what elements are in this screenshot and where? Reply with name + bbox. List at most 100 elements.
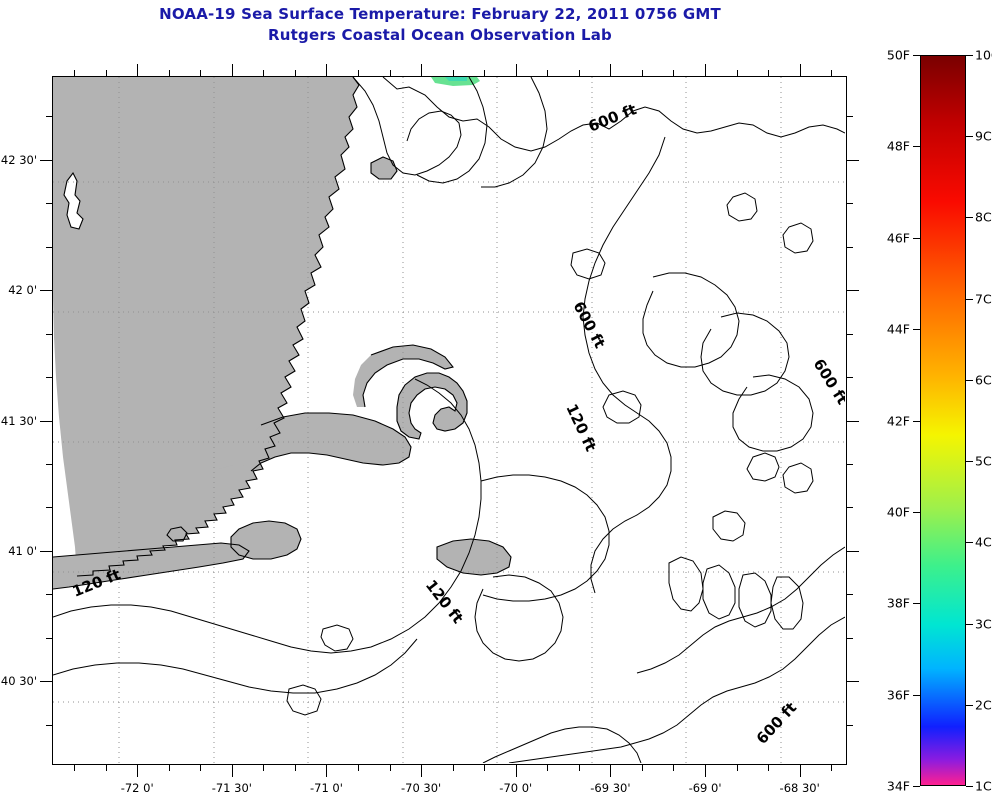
contour-120ft-sw (53, 638, 418, 694)
xaxis-top-tick (137, 64, 139, 76)
xaxis-top-tick (547, 70, 549, 76)
yaxis-right-tick (847, 681, 859, 683)
xaxis-top-tick (452, 70, 454, 76)
yaxis-right-tick (847, 159, 859, 161)
yaxis-minor-tick (46, 203, 52, 204)
xaxis-top-tick (515, 64, 517, 76)
land-block-island (167, 527, 187, 541)
colorbar-label-fahrenheit: 40F (886, 504, 910, 520)
xaxis-top-tick (326, 64, 328, 76)
xaxis-top-tick (673, 70, 675, 76)
contour-label-600ft-b: 600 ft (569, 298, 608, 351)
coast-lake (63, 171, 84, 230)
contour-600ft-southeast (508, 616, 845, 763)
coast-southeast-mass (250, 412, 412, 472)
coast-cape-cod (396, 372, 468, 440)
colorbar-tick (913, 55, 920, 56)
xaxis-top-tick (74, 70, 76, 76)
yaxis-right-tick (847, 724, 853, 726)
yaxis-minor-tick (46, 637, 52, 639)
colorbar-label-fahrenheit: 46F (886, 230, 910, 246)
xaxis-top-tick (736, 70, 738, 76)
contour-gb-small-3 (782, 462, 814, 494)
yaxis-minor-tick (46, 594, 52, 596)
coast-nantucket (436, 538, 512, 576)
colorbar-label-celsius: 6C (975, 372, 992, 388)
contour-ne-small-1 (570, 248, 606, 280)
colorbar-label-celsius: 4C (975, 534, 992, 550)
contour-nantucket-shoals (474, 574, 564, 662)
coast-mainland (76, 77, 360, 577)
xaxis-major-tick (231, 765, 233, 777)
xaxis-minor-tick (294, 765, 296, 771)
colorbar-gradient (921, 56, 965, 785)
contour-gom-inner-2 (481, 77, 548, 188)
contour-gb-small-1 (602, 390, 642, 424)
land-rhode-island-bits (217, 465, 247, 487)
sst-patch-north-2 (445, 77, 467, 81)
colorbar-label-celsius: 2C (975, 697, 992, 713)
xaxis-top-tick (578, 70, 580, 76)
land-cape-cod-arm (353, 345, 453, 407)
colorbar-tick (913, 420, 920, 422)
contour-label-600ft-c: 600 ft (810, 356, 845, 408)
yaxis-minor-tick (46, 116, 52, 118)
xaxis-top-tick (231, 64, 233, 76)
xaxis-major-tick (515, 765, 517, 777)
xaxis-minor-tick (358, 765, 359, 771)
colorbar-label-fahrenheit: 34F (886, 778, 910, 794)
land-southeast-mass (243, 413, 411, 471)
land-marthas-vineyard (231, 521, 301, 559)
yaxis-minor-tick (46, 333, 52, 335)
contour-gb-small-4 (712, 510, 746, 542)
colorbar-label-celsius: 1C (975, 778, 992, 794)
xaxis-top-tick (421, 64, 423, 76)
yaxis-minor-tick (46, 377, 52, 378)
yaxis-minor-tick (46, 246, 52, 248)
xaxis-label: -70 30' (400, 781, 442, 795)
colorbar-tick (913, 786, 920, 787)
title-block: NOAA-19 Sea Surface Temperature: Februar… (0, 4, 880, 46)
yaxis-right-tick (847, 377, 853, 378)
bathymetry-layer (53, 77, 845, 763)
colorbar-label-fahrenheit: 38F (886, 595, 910, 611)
contour-georges-bank-1 (642, 272, 740, 368)
contour-shelf-south (482, 726, 642, 763)
land-nantucket (437, 539, 511, 575)
xaxis-top-tick (831, 70, 833, 76)
yaxis-label: 42 30' (0, 152, 37, 167)
xaxis-minor-tick (484, 765, 486, 771)
yaxis-right-tick (847, 246, 853, 248)
coast-cape-ann (370, 156, 398, 180)
yaxis-major-tick (40, 550, 52, 552)
yaxis-minor-tick (46, 463, 52, 465)
coast-marthas-vineyard (230, 520, 302, 560)
yaxis-label: 41 30' (0, 413, 37, 428)
coastline-layer (53, 77, 512, 590)
contour-600ft-north (382, 77, 845, 152)
xaxis-minor-tick (74, 765, 76, 771)
xaxis-minor-tick (768, 765, 770, 771)
xaxis-label: -69 30' (590, 781, 631, 795)
yaxis-label: 41 0' (8, 543, 37, 558)
xaxis-minor-tick (547, 765, 549, 771)
colorbar-label-celsius: 7C (975, 291, 992, 307)
colorbar-label-fahrenheit: 44F (886, 321, 910, 337)
colorbar-tick (966, 217, 973, 219)
contour-600ft-goM-basin (352, 77, 462, 176)
xaxis-minor-tick (168, 765, 170, 771)
map-plot-area[interactable]: 600 ft 600 ft 120 ft 600 ft 120 ft 120 f… (52, 76, 847, 765)
yaxis-major-tick (40, 159, 52, 161)
xaxis-label: -68 30' (779, 781, 820, 795)
xaxis-top-tick (168, 70, 170, 76)
xaxis-top-tick (200, 70, 202, 76)
xaxis-major-tick (705, 765, 707, 777)
colorbar[interactable] (920, 55, 966, 786)
contour-gb-elongate-1 (668, 556, 704, 612)
colorbar-tick (913, 329, 920, 331)
xaxis-major-tick (610, 765, 612, 777)
sst-data-layer (431, 77, 480, 86)
yaxis-label: 42 0' (8, 283, 37, 297)
colorbar-tick (966, 623, 973, 625)
xaxis-top-tick (294, 70, 296, 76)
